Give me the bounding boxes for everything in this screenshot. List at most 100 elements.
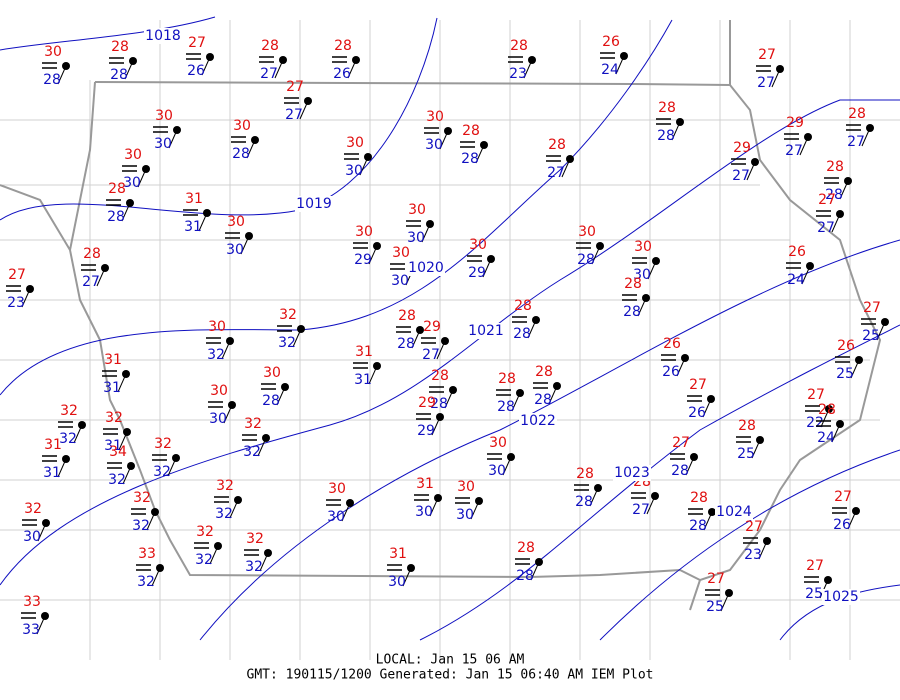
sky-cover — [836, 420, 844, 428]
isobar-label: 1018 — [145, 28, 181, 44]
dewpoint: 23 — [7, 295, 25, 311]
isobar-label: 1023 — [614, 465, 650, 481]
dewpoint: 28 — [657, 128, 675, 144]
dewpoint: 28 — [461, 151, 479, 167]
temperature: 32 — [133, 490, 151, 506]
sky-cover — [126, 199, 134, 207]
dewpoint: 32 — [195, 552, 213, 568]
temperature: 30 — [634, 239, 652, 255]
sky-cover — [373, 362, 381, 370]
dewpoint: 28 — [577, 252, 595, 268]
sky-cover — [78, 421, 86, 429]
sky-cover — [836, 210, 844, 218]
temperature: 32 — [246, 531, 264, 547]
dewpoint: 27 — [260, 66, 278, 82]
temperature: 27 — [8, 267, 26, 283]
station: 28 28 — [496, 371, 524, 415]
station: 29 27 — [731, 140, 759, 184]
dewpoint: 32 — [278, 335, 296, 351]
isobar-label-bg — [407, 260, 445, 276]
station: 27 25 — [861, 300, 889, 344]
temperature: 30 — [457, 479, 475, 495]
station: 30 30 — [153, 108, 181, 152]
temperature: 27 — [818, 192, 836, 208]
sky-cover — [866, 124, 874, 132]
dewpoint: 32 — [245, 559, 263, 575]
dewpoint: 25 — [862, 328, 880, 344]
sky-cover — [480, 141, 488, 149]
temperature: 27 — [188, 35, 206, 51]
isobar-label: 1020 — [408, 260, 444, 276]
station: 32 32 — [242, 416, 270, 460]
station: 28 28 — [622, 276, 650, 320]
station: 27 26 — [832, 489, 860, 533]
station: 30 29 — [467, 237, 495, 281]
sky-cover — [364, 153, 372, 161]
station: 31 31 — [183, 191, 211, 235]
sky-cover — [156, 564, 164, 572]
dewpoint: 31 — [104, 438, 122, 454]
station: 30 28 — [42, 44, 70, 88]
station: 31 31 — [42, 437, 70, 481]
station: 30 30 — [208, 383, 236, 427]
temperature: 31 — [104, 352, 122, 368]
sky-cover — [206, 53, 214, 61]
sky-cover — [297, 325, 305, 333]
dewpoint: 30 — [123, 175, 141, 191]
dewpoint: 30 — [327, 509, 345, 525]
temperature: 28 — [848, 106, 866, 122]
station: 28 27 — [846, 106, 874, 150]
dewpoint: 28 — [43, 72, 61, 88]
sky-cover — [129, 57, 137, 65]
dewpoint: 28 — [623, 304, 641, 320]
station: 30 30 — [225, 214, 253, 258]
dewpoint: 28 — [513, 326, 531, 342]
dewpoint: 26 — [333, 66, 351, 82]
station: 27 28 — [670, 435, 698, 479]
dewpoint: 24 — [817, 430, 835, 446]
station: 27 25 — [804, 558, 832, 602]
sky-cover — [825, 405, 833, 413]
dewpoint: 30 — [488, 463, 506, 479]
temperature: 30 — [346, 135, 364, 151]
temperature: 33 — [138, 546, 156, 562]
station: 27 23 — [743, 519, 771, 563]
temperature: 32 — [244, 416, 262, 432]
temperature: 27 — [707, 571, 725, 587]
sky-cover — [553, 382, 561, 390]
sky-cover — [651, 492, 659, 500]
sky-cover — [304, 97, 312, 105]
temperature: 30 — [155, 108, 173, 124]
dewpoint: 31 — [103, 380, 121, 396]
dewpoint: 24 — [601, 62, 619, 78]
temperature: 31 — [416, 476, 434, 492]
station: 28 28 — [656, 100, 684, 144]
sky-cover — [226, 337, 234, 345]
sky-cover — [776, 65, 784, 73]
dewpoint: 25 — [836, 366, 854, 382]
sky-cover — [487, 255, 495, 263]
temperature: 28 — [510, 38, 528, 54]
dewpoint: 28 — [397, 336, 415, 352]
station: 32 32 — [214, 478, 242, 522]
dewpoint: 24 — [787, 272, 805, 288]
station: 29 29 — [416, 395, 444, 439]
station: 28 27 — [81, 246, 109, 290]
temperature: 27 — [286, 79, 304, 95]
sky-cover — [566, 155, 574, 163]
sky-cover — [763, 537, 771, 545]
dewpoint: 31 — [184, 219, 202, 235]
temperature: 26 — [663, 336, 681, 352]
sky-cover — [127, 462, 135, 470]
temperature: 28 — [334, 38, 352, 54]
footer-local: LOCAL: Jan 15 06 AM — [376, 653, 525, 668]
station: 26 24 — [600, 34, 628, 78]
dewpoint: 30 — [226, 242, 244, 258]
station: 30 30 — [632, 239, 660, 283]
temperature: 28 — [261, 38, 279, 54]
sky-cover — [707, 395, 715, 403]
dewpoint: 27 — [847, 134, 865, 150]
temperature: 27 — [806, 558, 824, 574]
station: 27 27 — [756, 47, 784, 91]
dewpoint: 30 — [407, 230, 425, 246]
